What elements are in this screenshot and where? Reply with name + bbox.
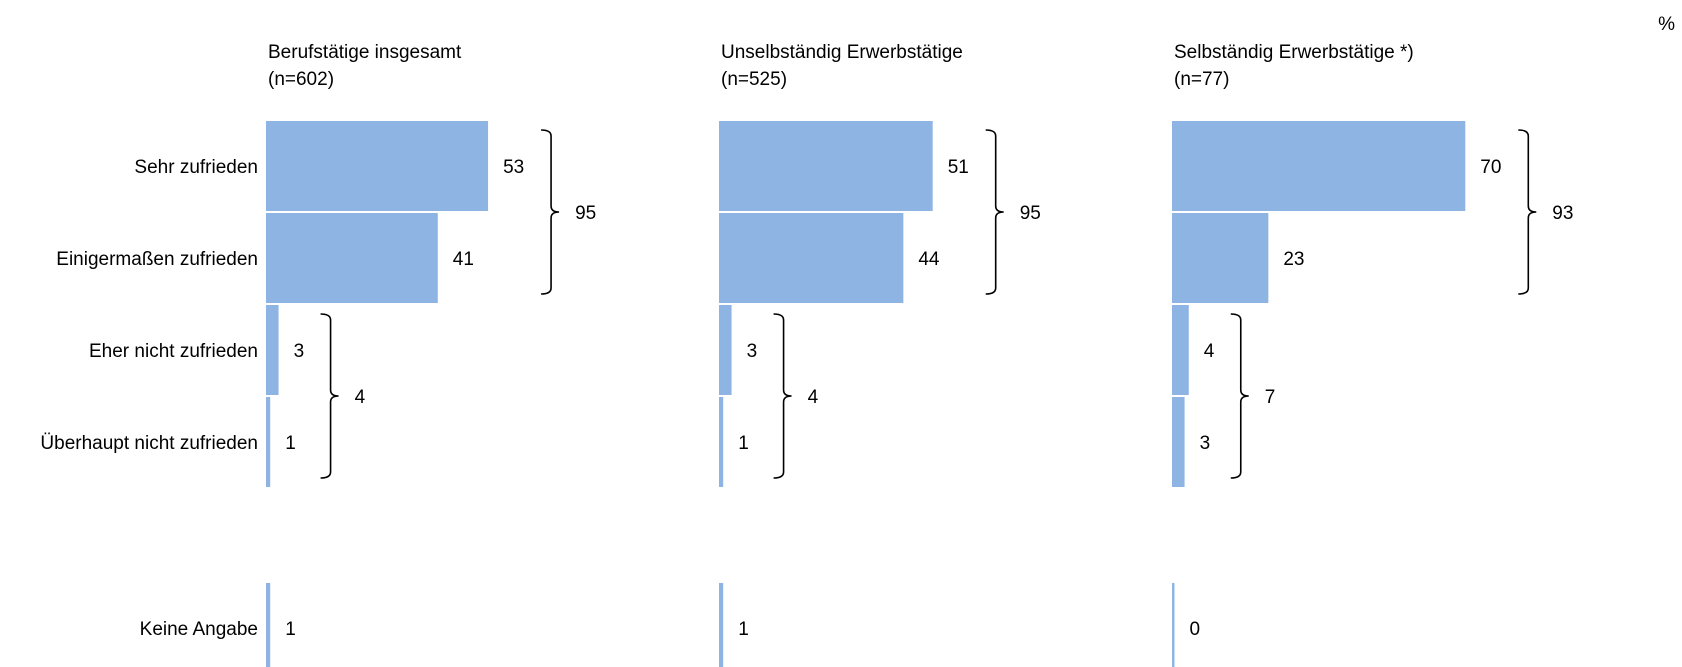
bar	[266, 121, 489, 211]
group-total-label: 95	[1020, 203, 1041, 224]
panel-title: Unselbständig Erwerbstätige	[721, 42, 963, 63]
panel-subtitle: (n=602)	[268, 69, 334, 90]
panel-subtitle: (n=525)	[721, 69, 787, 90]
group-brace	[320, 313, 339, 479]
data-label: 4	[1204, 341, 1215, 362]
group-total-label: 95	[575, 203, 596, 224]
panel: Unselbständig Erwerbstätige (n=525) 51 44 3 1…	[719, 42, 1041, 667]
data-label: 44	[918, 249, 940, 270]
axis-segment	[1172, 583, 1175, 667]
category-label: Sehr zufrieden	[134, 157, 258, 178]
panel-title: Berufstätige insgesamt	[268, 42, 462, 63]
bar	[719, 213, 904, 303]
bar	[719, 583, 724, 667]
data-label: 3	[294, 341, 305, 362]
data-label: 41	[453, 249, 474, 270]
panel-subtitle: (n=77)	[1174, 69, 1229, 90]
data-label: 51	[948, 157, 969, 178]
group-brace	[773, 313, 792, 479]
group-total-label: 93	[1552, 203, 1573, 224]
group-brace	[541, 129, 560, 295]
group-total-label: 4	[355, 387, 366, 408]
category-label: Keine Angabe	[140, 619, 258, 640]
bar	[266, 397, 271, 487]
unit-label: %	[1658, 14, 1675, 35]
bar	[719, 121, 933, 211]
bar	[1172, 305, 1189, 395]
data-label: 23	[1283, 249, 1304, 270]
group-total-label: 7	[1265, 387, 1276, 408]
bar	[1172, 121, 1466, 211]
data-label: 3	[1200, 433, 1211, 454]
bar	[1172, 213, 1269, 303]
panel: Berufstätige insgesamt (n=602) 53 41 3 1 1 95 4	[266, 42, 596, 667]
bar	[1172, 397, 1185, 487]
category-label: Überhaupt nicht zufrieden	[40, 433, 258, 454]
group-brace	[1518, 129, 1537, 295]
panel-title: Selbständig Erwerbstätige *)	[1174, 42, 1414, 63]
group-total-label: 4	[808, 387, 819, 408]
bar	[266, 213, 438, 303]
bar	[266, 583, 271, 667]
data-label: 1	[285, 619, 296, 640]
group-brace	[1230, 313, 1249, 479]
category-label: Einigermaßen zufrieden	[56, 249, 258, 270]
data-label: 0	[1190, 619, 1201, 640]
bar	[719, 305, 732, 395]
data-label: 3	[747, 341, 758, 362]
data-label: 53	[503, 157, 524, 178]
data-label: 1	[738, 619, 749, 640]
data-label: 1	[738, 433, 749, 454]
panels: Berufstätige insgesamt(n=602)5341311954U…	[266, 42, 1573, 667]
data-label: 1	[285, 433, 296, 454]
category-label: Eher nicht zufrieden	[89, 341, 258, 362]
bar	[719, 397, 724, 487]
bar	[266, 305, 279, 395]
category-labels: Sehr zufrieden Einigermaßen zufrieden Eher…	[40, 157, 258, 640]
panel: Selbständig Erwerbstätige *)(n=77)702343…	[1172, 42, 1573, 667]
data-label: 70	[1480, 157, 1501, 178]
group-brace	[985, 129, 1004, 295]
